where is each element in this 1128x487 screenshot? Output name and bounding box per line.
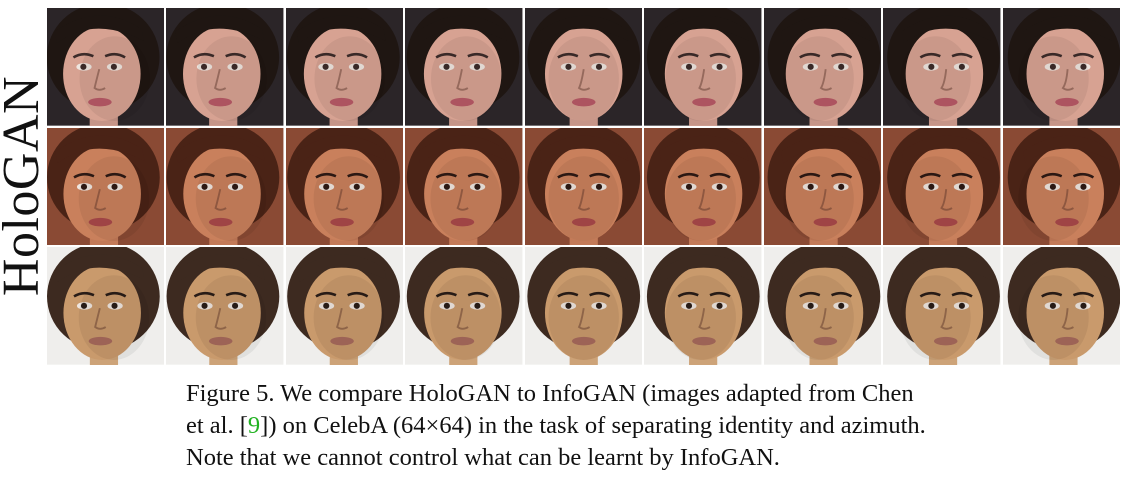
- face-thumbnail: [883, 247, 1001, 365]
- face-thumbnail: [644, 8, 762, 126]
- caption-text-part1: Figure 5. We compare HoloGAN to InfoGAN …: [186, 380, 914, 439]
- face-thumbnail: [47, 247, 165, 365]
- face-thumbnail: [763, 127, 882, 246]
- figure-caption: Figure 5. We compare HoloGAN to InfoGAN …: [186, 378, 926, 474]
- face-thumbnail: [524, 127, 643, 246]
- caption-citation-link[interactable]: 9: [247, 412, 261, 439]
- face-thumbnail: [405, 8, 523, 126]
- face-thumbnail: [763, 8, 882, 126]
- face-thumbnail: [524, 8, 643, 126]
- face-thumbnail: [524, 247, 643, 365]
- face-thumbnail: [405, 127, 523, 246]
- face-thumbnail: [763, 247, 882, 365]
- face-thumbnail: [47, 8, 165, 126]
- caption-text-part2: ]) on CelebA (64×64) in the task of sepa…: [186, 412, 926, 471]
- face-thumbnail: [1002, 127, 1120, 246]
- face-thumbnail: [883, 8, 1001, 126]
- side-label-hologan: HoloGAN: [0, 70, 50, 302]
- face-thumbnail: [166, 127, 284, 246]
- side-label-text: HoloGAN: [0, 75, 51, 297]
- face-thumbnail: [644, 127, 762, 246]
- face-thumbnail: [47, 127, 165, 246]
- face-thumbnail: [644, 247, 762, 365]
- face-image-grid: [47, 8, 1120, 365]
- face-thumbnail: [405, 247, 523, 365]
- face-thumbnail: [166, 8, 284, 126]
- face-thumbnail: [285, 127, 404, 246]
- face-thumbnail: [166, 247, 284, 365]
- face-thumbnail: [1002, 8, 1120, 126]
- face-thumbnail: [883, 127, 1001, 246]
- face-thumbnail: [285, 247, 404, 365]
- face-thumbnail: [1002, 247, 1120, 365]
- face-thumbnail: [285, 8, 404, 126]
